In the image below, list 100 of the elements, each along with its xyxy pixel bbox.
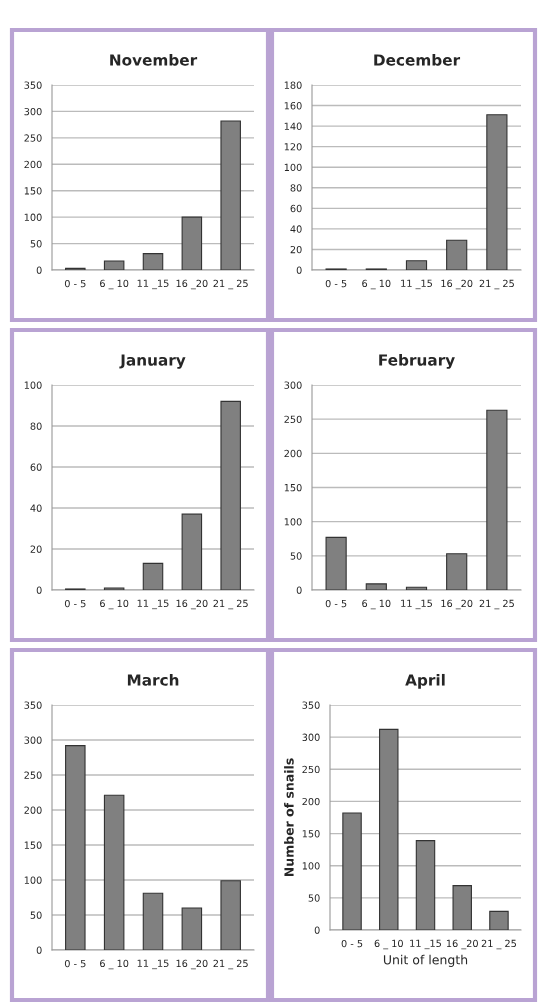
- x-tick-label: 6 _ 10: [362, 279, 391, 290]
- y-tick-label: 40: [290, 225, 302, 233]
- x-tick-label: 16 _20: [176, 959, 208, 970]
- bar: [103, 260, 125, 270]
- bar: [142, 253, 164, 270]
- y-tick-label: 200: [302, 797, 320, 806]
- y-tick-label: 200: [284, 449, 302, 458]
- x-tick-label: 0 - 5: [325, 279, 347, 288]
- bar: [220, 120, 241, 270]
- y-tick-label: 200: [24, 160, 42, 169]
- chart-title: December: [374, 53, 461, 66]
- y-tick-label: 300: [302, 733, 320, 741]
- bar: [486, 114, 508, 270]
- y-tick-label: 250: [24, 771, 42, 779]
- bar: [65, 745, 86, 950]
- x-tick-label: 11 _15: [137, 599, 169, 610]
- x-tick-label: 21 _ 25: [479, 279, 514, 290]
- x-tick-label: 21 _ 25: [213, 599, 248, 610]
- y-tick-label: 250: [24, 134, 42, 142]
- bar: [142, 892, 164, 950]
- y-tick-label: 250: [302, 765, 320, 774]
- y-axis-title: Number of snails: [284, 758, 294, 877]
- bar: [405, 586, 428, 590]
- bar: [103, 794, 125, 950]
- y-tick-label: 50: [30, 911, 42, 919]
- y-tick-label: 300: [284, 381, 302, 389]
- y-tick-label: 350: [24, 81, 42, 89]
- bar: [325, 536, 347, 590]
- y-tick-label: 150: [284, 483, 302, 492]
- y-tick-label: 80: [30, 422, 42, 430]
- y-tick-label: 300: [24, 736, 42, 744]
- bar: [405, 260, 428, 270]
- y-tick-label: 50: [290, 552, 302, 560]
- bar: [142, 562, 164, 590]
- x-tick-label: 21 _ 25: [213, 279, 248, 290]
- x-tick-label: 6 _ 10: [100, 599, 129, 610]
- y-tick-label: 120: [284, 143, 302, 151]
- y-tick-label: 20: [30, 545, 42, 553]
- y-tick-label: 150: [302, 830, 320, 838]
- x-tick-label: 11 _15: [401, 599, 432, 610]
- bar: [379, 728, 399, 930]
- y-tick-label: 100: [302, 862, 320, 870]
- y-tick-label: 160: [284, 102, 302, 110]
- y-tick-label: 50: [30, 240, 42, 248]
- chart-title: February: [379, 353, 455, 369]
- y-tick-label: 0: [36, 266, 42, 274]
- bar: [181, 907, 203, 950]
- x-tick-label: 0 - 5: [325, 599, 347, 608]
- x-tick-label: 6 _ 10: [100, 279, 129, 290]
- bar: [446, 239, 468, 270]
- x-tick-label: 11 _15: [410, 939, 441, 950]
- chart-title: April: [405, 673, 445, 689]
- x-tick-label: 16 _20: [441, 599, 473, 610]
- bar: [365, 583, 387, 590]
- y-tick-label: 80: [290, 184, 302, 192]
- x-tick-label: 0 - 5: [64, 599, 86, 608]
- bar: [489, 910, 509, 930]
- bar: [486, 409, 508, 590]
- bar: [446, 553, 468, 590]
- x-tick-label: 21 _ 25: [213, 959, 248, 970]
- y-tick-label: 180: [284, 81, 302, 89]
- x-tick-label: 16 _20: [176, 599, 208, 610]
- bar: [342, 812, 362, 930]
- bar: [181, 513, 203, 590]
- y-tick-label: 0: [36, 586, 42, 594]
- y-tick-label: 300: [24, 107, 42, 116]
- y-tick-label: 50: [308, 894, 320, 902]
- y-tick-label: 150: [24, 841, 42, 849]
- x-tick-label: 21 _ 25: [479, 599, 514, 610]
- y-tick-label: 100: [284, 518, 302, 526]
- chart-title: January: [119, 354, 186, 369]
- x-axis-title: Unit of length: [383, 954, 468, 967]
- y-tick-label: 150: [24, 187, 42, 195]
- y-tick-label: 60: [30, 463, 42, 471]
- y-tick-label: 0: [296, 266, 302, 274]
- x-tick-label: 11 _15: [137, 279, 169, 290]
- chart-title: March: [127, 673, 179, 686]
- x-tick-label: 0 - 5: [341, 939, 363, 948]
- x-tick-label: 11 _15: [401, 279, 432, 290]
- chart-title: November: [110, 53, 198, 66]
- bar: [415, 840, 436, 930]
- y-tick-label: 100: [24, 876, 42, 884]
- bar: [220, 400, 241, 590]
- x-tick-label: 16 _20: [176, 279, 208, 290]
- y-tick-label: 40: [30, 504, 42, 512]
- y-tick-label: 60: [290, 204, 302, 213]
- y-tick-label: 100: [284, 163, 302, 172]
- y-tick-label: 100: [24, 381, 42, 389]
- y-tick-label: 250: [284, 415, 302, 423]
- bar: [452, 885, 472, 930]
- y-tick-label: 0: [314, 926, 320, 934]
- x-tick-label: 0 - 5: [64, 279, 86, 288]
- x-tick-label: 0 - 5: [64, 959, 86, 968]
- x-tick-label: 6 _ 10: [100, 959, 129, 970]
- y-tick-label: 140: [284, 122, 302, 130]
- y-tick-label: 350: [24, 701, 42, 709]
- y-tick-label: 100: [24, 213, 42, 221]
- x-tick-label: 11 _15: [137, 959, 169, 970]
- x-tick-label: 16 _20: [446, 939, 478, 950]
- bar: [103, 587, 125, 590]
